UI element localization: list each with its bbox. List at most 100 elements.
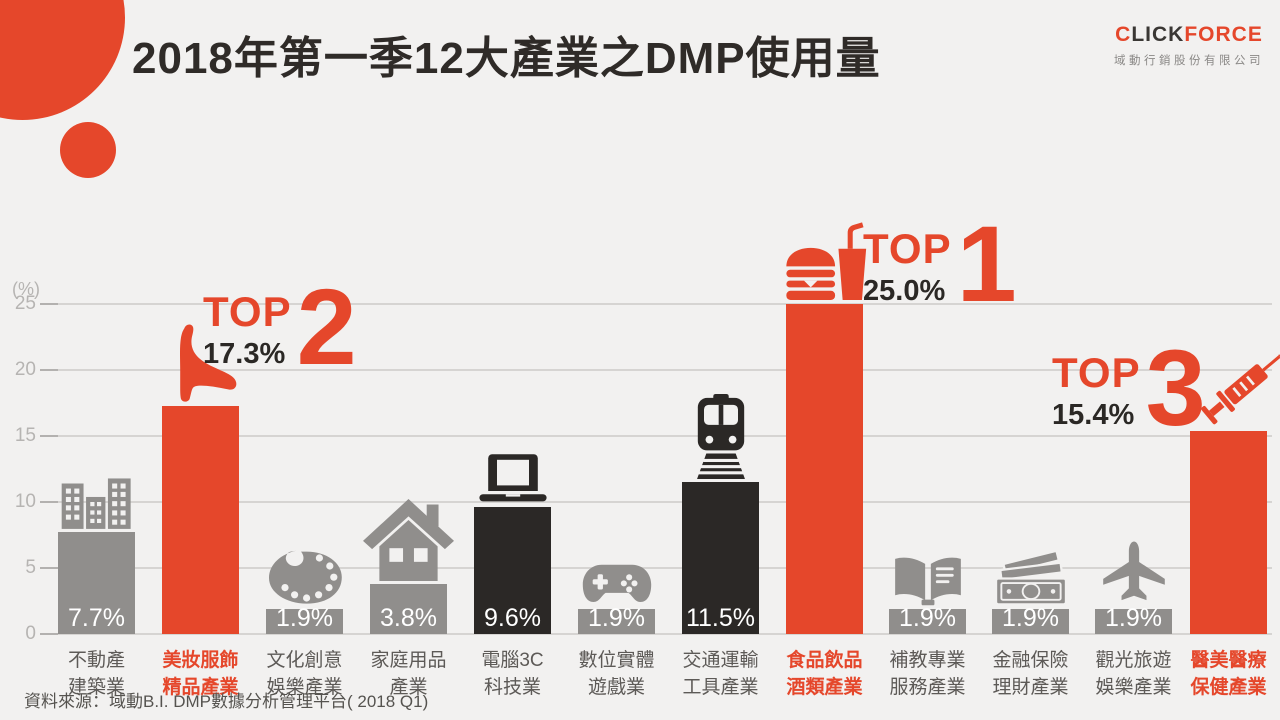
bar-category-label: 數位實體 遊戲業 [578,650,655,698]
laptop-icon [478,454,547,502]
y-tick-mark [40,501,58,503]
palette-icon [268,550,342,604]
bar-value: 1.9% [1105,604,1162,632]
buildings-icon [61,478,131,529]
top3-value: 15.4% [1052,399,1135,431]
y-tick-label: 0 [25,623,36,644]
gridline [40,369,1272,371]
bar-category-label: 家庭用品 產業 [370,650,447,698]
top1-annotation: TOP 25.0% 1 [863,210,1017,317]
logo-company-name: 域動行銷股份有限公司 [1114,55,1264,67]
bar: 1.9% [889,604,966,634]
high-heel-icon [179,324,236,402]
money-icon [994,551,1067,606]
clickforce-logo: CLICKFORCE 域動行銷股份有限公司 [1114,24,1264,68]
gridline [40,303,1272,305]
bar-value: 1.9% [1002,604,1059,632]
decorative-circle-small [60,122,116,178]
bar-category-label: 醫美醫療 保健產業 [1190,650,1267,698]
bar-category-label: 交通運輸 工具產業 [682,650,759,698]
bar-category-label: 觀光旅遊 娛樂產業 [1095,650,1172,698]
top3-label: TOP [1052,349,1141,396]
y-tick-mark [40,633,58,635]
bar-category-label: 食品飲品 酒類產業 [786,650,863,698]
y-tick-mark [40,303,58,305]
y-axis-unit: (%) [12,279,40,299]
bar-group-education-services: 1.9% 補教專業 服務產業 [889,556,966,698]
y-tick-mark [40,567,58,569]
book-icon [894,557,961,606]
y-tick-label: 25 [14,293,36,314]
bar [786,304,863,634]
bar-group-tourism: 1.9% 觀光旅遊 娛樂產業 [1095,540,1172,698]
y-tick-mark [40,369,58,371]
bar-group-real-estate: 7.7% 不動產 建築業 [58,475,135,698]
bar-value: 1.9% [588,604,645,632]
bar-value: 11.5% [685,604,756,632]
bar-value: 3.8% [380,604,437,632]
bar: 9.6% [474,507,551,634]
bar-group-household: 3.8% 家庭用品 產業 [363,499,454,698]
bar [1190,431,1267,634]
bar-group-culture-entertainment: 1.9% 文化創意 娛樂產業 [266,542,343,698]
bar: 1.9% [1095,604,1172,634]
bar-group-finance-insurance: 1.9% 金融保險 理財產業 [992,551,1069,698]
y-tick-mark [40,435,58,437]
bar-value: 9.6% [484,604,541,632]
airplane-icon [1102,541,1165,601]
y-tick-label: 5 [25,557,36,578]
y-tick-label: 10 [14,491,36,512]
y-tick-label: 15 [14,425,36,446]
bar-category-label: 補教專業 服務產業 [889,650,966,698]
top1-label: TOP [863,225,952,272]
gridline [40,435,1272,437]
bar: 1.9% [578,604,655,634]
bar [162,406,239,634]
bar-category-label: 電腦3C 科技業 [481,650,544,698]
syringe-icon-wrap [1200,346,1280,430]
logo-brand-c: C [1115,23,1132,46]
top2-annotation: TOP 17.3% 2 [203,273,357,380]
syringe-icon [1200,354,1280,425]
bar-group-medical-beauty: 醫美醫療 保健產業 [1190,431,1267,698]
y-tick-label: 20 [14,359,36,380]
bar: 3.8% [370,584,447,634]
gridline [40,501,1272,503]
gridline [40,567,1272,569]
bar-group-food-beverage: 食品飲品 酒類產業 [785,220,866,698]
bar-category-label: 不動產 建築業 [67,650,125,698]
bar: 7.7% [58,532,135,634]
bar-category-label: 美妝服飾 精品產業 [162,650,239,698]
page-title: 2018年第一季12大產業之DMP使用量 [132,34,881,83]
bar-value: 1.9% [899,604,956,632]
decorative-circle-large [0,0,125,120]
top2-label: TOP [203,288,292,335]
bar-category-label: 金融保險 理財產業 [992,650,1069,698]
top1-rank-number: 1 [956,203,1017,324]
house-icon [363,499,454,581]
bar-group-transportation: 11.5% 交通運輸 工具產業 [682,394,759,698]
bar: 1.9% [266,604,343,634]
bar-group-beauty-fashion: 美妝服飾 精品產業 [162,323,239,698]
bar-group-digital-games: 1.9% 數位實體 遊戲業 [578,560,655,698]
logo-brand: CLICKFORCE [1114,24,1264,45]
top3-rank-number: 3 [1145,327,1206,448]
logo-brand-lick: LICK [1131,23,1185,46]
logo-brand-force: FORCE [1184,23,1263,46]
source-note: 資料來源：域動B.I. DMP數據分析管理平台( 2018 Q1) [24,692,429,711]
top2-rank-number: 2 [296,266,357,387]
bar-value: 1.9% [276,604,333,632]
top3-annotation: TOP 15.4% 3 [1052,334,1280,441]
bar: 1.9% [992,604,1069,634]
gridline [40,633,1272,635]
gamepad-icon [582,564,651,602]
train-icon [696,394,745,479]
bar-category-label: 文化創意 娛樂產業 [266,650,343,698]
bar: 11.5% [682,482,759,634]
fastfood-icon [785,222,866,300]
bar-value: 7.7% [68,604,125,632]
top2-value: 17.3% [203,338,286,370]
top1-value: 25.0% [863,275,946,307]
bar-group-computer-3c: 9.6% 電腦3C 科技業 [474,454,551,698]
